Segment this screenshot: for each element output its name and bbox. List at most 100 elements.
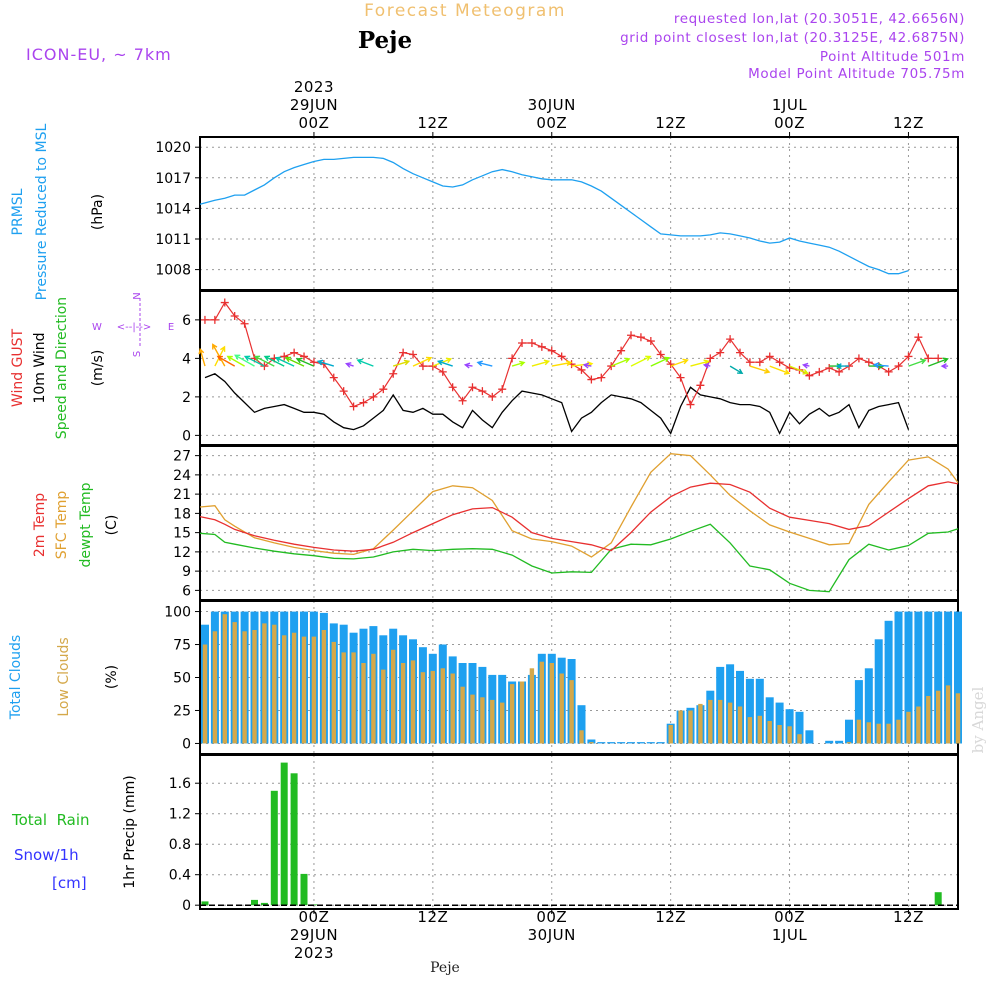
low-cloud-bar [420, 672, 426, 744]
gust-marker [498, 385, 507, 394]
low-cloud-bar [490, 699, 495, 744]
wind-direction-arrow [243, 355, 265, 367]
gridpoint-coords: grid point closest lon,lat (20.3125E, 42… [620, 30, 965, 46]
gust-marker [825, 364, 834, 372]
y-tick-label: 25 [173, 703, 191, 719]
gust-marker [636, 333, 645, 342]
gust-marker [775, 358, 784, 367]
total-cloud-bar [597, 742, 606, 744]
gust-marker [309, 358, 318, 367]
y-tick-label: 24 [173, 468, 191, 484]
y-tick-label: 18 [173, 506, 191, 522]
total-cloud-bar [607, 742, 616, 744]
compass-e: E [168, 322, 174, 333]
low-cloud-bar [579, 730, 584, 744]
wind-direction-arrow [789, 365, 809, 375]
gust-marker [815, 367, 824, 376]
gust-marker [290, 348, 299, 357]
wind-direction-arrow [702, 362, 711, 369]
low-cloud-bar [282, 635, 287, 744]
wind-label: 10m Wind [32, 332, 48, 403]
gust-marker [597, 373, 606, 382]
low-cloud-bar [559, 673, 564, 744]
time-label: 29JUN [290, 926, 338, 944]
gust-marker [468, 383, 477, 392]
time-label: 2023 [294, 944, 334, 962]
total-cloud-bar [874, 639, 883, 744]
low-cloud-bar [747, 717, 753, 744]
rain-bar [201, 901, 209, 906]
low-clouds-label: Low Clouds [56, 637, 72, 716]
total-cloud-bar [745, 678, 754, 744]
gust-marker [805, 371, 814, 380]
low-cloud-bar [757, 715, 762, 744]
low-cloud-bar [202, 644, 208, 744]
wind-direction-arrow [531, 359, 551, 367]
rain-bar [270, 790, 278, 906]
gust-marker [418, 362, 427, 371]
wind-direction-arrow [872, 362, 889, 369]
wind-direction-arrow [345, 362, 354, 368]
gust-marker [726, 335, 735, 344]
low-cloud-bar [450, 673, 455, 744]
gust-marker [547, 346, 556, 355]
rain-bar [300, 873, 308, 906]
y-tick-label: 9 [182, 564, 191, 580]
low-cloud-bar [331, 641, 336, 744]
gust-marker [300, 352, 309, 361]
prmsl-label: PRMSL [10, 188, 26, 235]
y-tick-label: 100 [164, 605, 191, 621]
low-cloud-bar [727, 702, 733, 744]
time-label: 12Z [893, 114, 924, 132]
time-label: 12Z [417, 908, 448, 926]
low-cloud-bar [381, 669, 386, 744]
total-cloud-bar [904, 611, 913, 744]
low-cloud-bar [866, 722, 871, 744]
time-label: 30JUN [528, 96, 576, 114]
y-tick-label: 4 [182, 351, 191, 367]
rain-bar [934, 892, 942, 906]
wind-unit: (m/s) [90, 350, 106, 387]
low-cloud-bar [678, 710, 683, 744]
wind-direction-arrow [316, 359, 335, 367]
low-cloud-bar [708, 699, 713, 744]
low-cloud-bar [480, 697, 485, 744]
wind-direction-arrow [392, 359, 411, 367]
low-cloud-bar [272, 624, 277, 744]
low-cloud-bar [876, 723, 881, 744]
compass: N S W E <--|--> [92, 292, 174, 357]
panel-frame [199, 754, 959, 910]
gust-marker [755, 358, 764, 367]
compass-n: N [132, 292, 143, 299]
cloud-unit: (%) [104, 665, 120, 689]
rain-bar [280, 762, 288, 906]
gust-marker [399, 348, 408, 357]
wind-speed-line [204, 373, 910, 435]
low-cloud-bar [291, 632, 297, 744]
y-tick-label: 21 [173, 487, 191, 503]
wind-direction-arrow [511, 360, 526, 367]
wind-direction-arrow [749, 365, 771, 374]
gust-marker [220, 298, 229, 307]
low-cloud-bar [500, 702, 505, 744]
gust-marker [478, 387, 487, 396]
direction-label: Speed and Direction [54, 297, 70, 439]
y-tick-label: 50 [173, 671, 191, 687]
chart-title: Forecast Meteogram [364, 1, 566, 21]
low-cloud-bar [222, 614, 227, 744]
rain-bar [251, 899, 258, 906]
wind-direction-arrow [769, 365, 791, 375]
gust-marker [537, 342, 546, 351]
low-cloud-bar [252, 630, 257, 744]
gust-marker [894, 362, 903, 371]
sfc-temp-label: SFC Temp [54, 491, 70, 560]
total-cloud-bar [845, 719, 853, 744]
y-tick-label: 0 [182, 428, 191, 444]
total-cloud-bar [755, 678, 764, 744]
gust-marker [914, 333, 923, 342]
low-cloud-bar [311, 636, 317, 744]
y-tick-label: 75 [173, 638, 191, 654]
wind-direction-arrow [729, 365, 744, 375]
